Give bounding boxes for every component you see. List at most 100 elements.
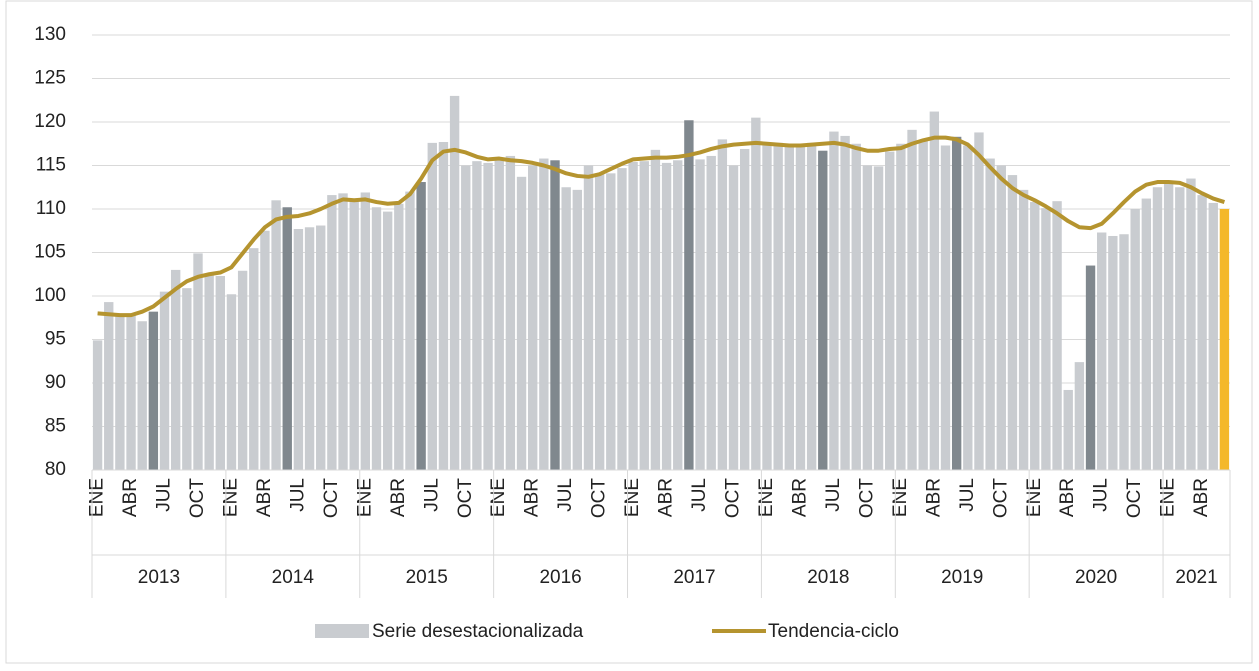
x-tick-label: ENE <box>756 478 777 517</box>
bar <box>1130 209 1140 470</box>
bar <box>762 144 772 470</box>
x-tick-label: JUL <box>555 478 576 512</box>
bar <box>963 145 973 471</box>
bar <box>885 151 895 470</box>
bar <box>449 95 460 471</box>
legend-label: Tendencia-ciclo <box>768 621 899 642</box>
bar <box>316 225 326 470</box>
bar <box>873 166 884 470</box>
x-tick-label: OCT <box>1124 478 1145 519</box>
bar <box>1175 187 1185 470</box>
y-tick-label: 115 <box>36 155 66 176</box>
bar <box>1219 209 1230 470</box>
x-tick-label: ENE <box>1158 478 1179 517</box>
x-tick-label: ENE <box>354 478 375 517</box>
legend-swatch <box>315 624 369 638</box>
bar <box>1119 234 1129 470</box>
y-tick-label: 100 <box>34 285 66 306</box>
bar <box>840 135 850 471</box>
y-tick-label: 90 <box>45 372 66 393</box>
bar <box>483 162 493 470</box>
y-tick-label: 105 <box>34 242 66 263</box>
bar <box>338 193 348 470</box>
bar <box>327 195 337 470</box>
bar <box>148 311 159 470</box>
x-tick-label: ENE <box>87 478 108 517</box>
bar <box>382 211 393 471</box>
bar <box>505 155 516 470</box>
bar <box>550 160 560 470</box>
bar <box>371 207 382 470</box>
bar <box>695 159 705 470</box>
bar <box>996 165 1006 470</box>
x-tick-label: OCT <box>321 478 342 519</box>
x-tick-label: JUL <box>957 478 978 512</box>
x-tick-label: OCT <box>187 478 208 519</box>
year-label: 2013 <box>138 567 180 588</box>
year-label: 2017 <box>673 567 715 588</box>
bar <box>249 248 259 470</box>
bar <box>193 253 203 470</box>
x-tick-label: OCT <box>990 478 1011 519</box>
bar <box>1108 235 1118 470</box>
bar <box>951 136 962 471</box>
x-tick-label: JUL <box>421 478 442 512</box>
bar <box>438 142 449 470</box>
bar <box>1018 189 1029 471</box>
x-tick-label: ENE <box>622 478 643 517</box>
bar <box>1208 202 1218 470</box>
bar <box>1063 389 1073 470</box>
bar <box>539 158 549 471</box>
bar <box>985 158 995 471</box>
bar <box>594 173 605 470</box>
x-tick-label: OCT <box>455 478 476 519</box>
bar <box>282 207 292 470</box>
bar <box>349 199 359 470</box>
bar <box>1097 232 1107 470</box>
year-label: 2021 <box>1175 567 1217 588</box>
bar <box>416 182 426 470</box>
x-tick-label: OCT <box>589 478 610 519</box>
bar <box>673 160 683 470</box>
bar <box>974 132 984 470</box>
bar <box>639 161 649 470</box>
bar <box>182 288 192 470</box>
bar <box>561 187 571 470</box>
x-tick-label: JUL <box>287 478 308 512</box>
bar <box>818 150 828 470</box>
x-tick-label: ENE <box>890 478 911 517</box>
bar <box>1052 201 1062 471</box>
bar <box>862 165 873 470</box>
x-tick-label: ABR <box>120 478 141 517</box>
bar <box>528 165 538 470</box>
bar <box>405 191 415 470</box>
legend-label: Serie desestacionalizada <box>372 621 584 642</box>
bar <box>1152 187 1163 470</box>
bar <box>1085 265 1096 470</box>
bar <box>494 158 504 471</box>
y-tick-label: 95 <box>45 329 66 350</box>
x-tick-label: JUL <box>1091 478 1112 512</box>
bar <box>461 165 471 470</box>
trend-line <box>97 135 1226 318</box>
x-tick-label: ABR <box>1057 478 1078 517</box>
bar <box>650 149 661 470</box>
bar <box>739 148 750 470</box>
y-tick-label: 110 <box>36 198 66 219</box>
bar <box>929 111 940 470</box>
bar <box>773 142 783 470</box>
bar <box>617 168 627 471</box>
year-label: 2020 <box>1075 567 1117 588</box>
x-tick-label: ABR <box>656 478 677 517</box>
bar <box>126 313 136 470</box>
bar <box>394 203 404 470</box>
x-tick-label: OCT <box>856 478 877 519</box>
bar <box>226 294 237 470</box>
bar <box>237 270 248 470</box>
bar <box>159 291 170 470</box>
x-tick-label: ENE <box>488 478 509 517</box>
bar <box>706 155 716 470</box>
x-tick-label: JUL <box>823 478 844 512</box>
